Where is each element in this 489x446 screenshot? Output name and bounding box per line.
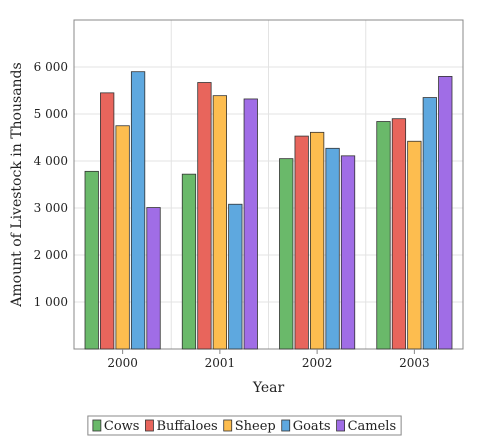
bars: [84, 71, 453, 350]
legend-label-buffaloes: Buffaloes: [156, 419, 217, 434]
x-tick-label: 2000: [107, 356, 138, 370]
bar-buffaloes: [294, 135, 309, 350]
bar-goats: [130, 71, 146, 350]
legend-label-sheep: Sheep: [235, 419, 276, 434]
y-tick-label: 2 000: [34, 248, 68, 262]
bar-camels: [243, 98, 258, 350]
plot-area: [73, 19, 464, 350]
legend-swatch-sheep: [223, 419, 233, 432]
bar-cows: [376, 121, 391, 350]
y-axis-ticks: 1 000 2 000 3 000 4 000 5 000 6 000: [34, 60, 68, 309]
bar-sheep: [212, 95, 227, 350]
x-tick-label: 2002: [302, 356, 333, 370]
bar-camels: [340, 155, 356, 350]
y-tick-label: 3 000: [34, 201, 68, 215]
bar-goats: [422, 97, 437, 350]
x-tick-label: 2003: [399, 356, 430, 370]
bar-cows: [181, 173, 197, 350]
bar-buffaloes: [391, 118, 407, 350]
bar-cows: [279, 158, 294, 350]
bar-goats: [325, 147, 340, 350]
y-tick-label: 4 000: [34, 154, 68, 168]
legend-label-camels: Camels: [348, 419, 397, 434]
bar-sheep: [309, 131, 325, 350]
y-tick-label: 6 000: [34, 60, 68, 74]
bar-sheep: [115, 125, 130, 350]
legend-swatch-goats: [281, 419, 291, 432]
legend-swatch-cows: [92, 419, 102, 432]
bar-goats: [228, 203, 243, 350]
x-axis-title: Year: [252, 380, 285, 396]
bar-buffaloes: [100, 92, 115, 350]
y-axis-title: Amount of Livestock in Thousands: [9, 62, 25, 307]
x-tick-label: 2001: [205, 356, 236, 370]
bar-camels: [438, 76, 453, 350]
bar-sheep: [407, 140, 422, 350]
legend-box: [87, 415, 402, 436]
y-tick-label: 1 000: [34, 295, 68, 309]
bar-buffaloes: [197, 82, 212, 350]
legend-swatch-buffaloes: [145, 419, 154, 432]
bar-cows: [84, 170, 99, 350]
y-tick-label: 5 000: [34, 107, 68, 121]
legend-label-cows: Cows: [104, 419, 140, 434]
legend-label-goats: Goats: [293, 419, 331, 434]
legend-swatch-camels: [336, 419, 345, 432]
legend: Cows Buffaloes Sheep Goats Camels: [87, 415, 402, 436]
x-axis-ticks: 2000 2001 2002 2003: [107, 349, 430, 370]
bar-camels: [146, 207, 161, 350]
